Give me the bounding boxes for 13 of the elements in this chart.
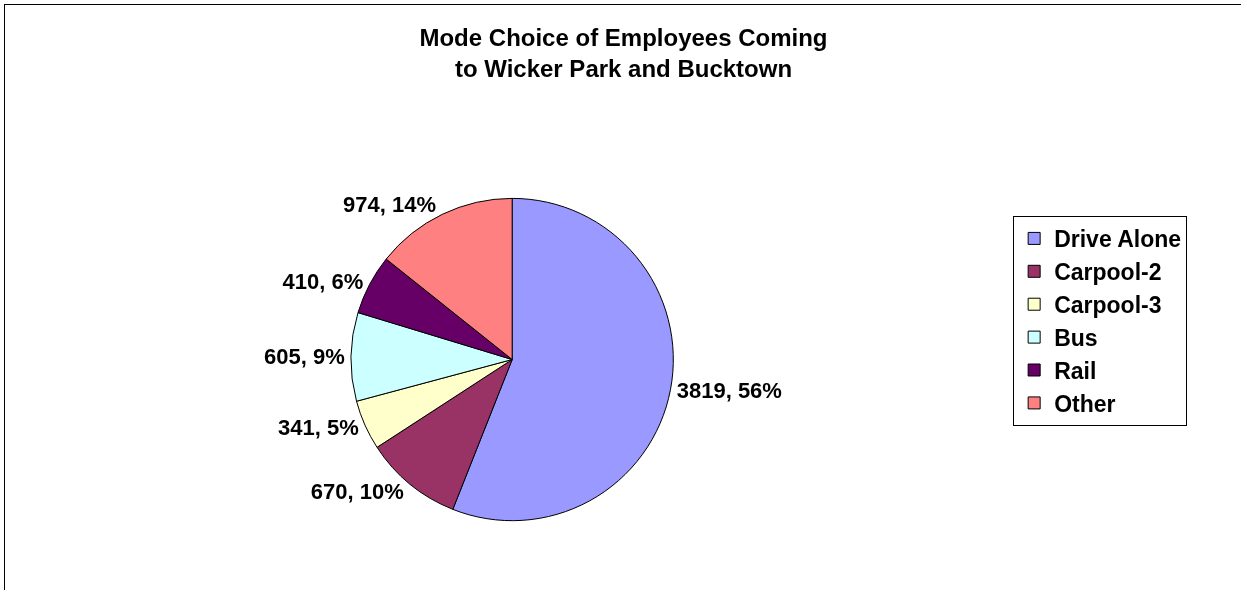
legend-label: Other [1054, 390, 1116, 417]
data-label: 341, 5% [277, 414, 359, 440]
data-label: 974, 14% [343, 191, 437, 217]
legend-label: Bus [1054, 325, 1098, 352]
data-label: 410, 6% [282, 269, 364, 295]
data-label: 605, 9% [264, 344, 345, 370]
data-label: 3819, 56% [676, 377, 782, 403]
legend-label: Drive Alone [1054, 226, 1182, 253]
legend-label: Carpool-3 [1054, 292, 1162, 319]
data-label: 670, 10% [310, 479, 404, 505]
chart-title: Mode Choice of Employees Coming to Wicker Park and Bucktown [419, 24, 828, 83]
legend-label: Rail [1054, 357, 1097, 384]
legend-label: Carpool-2 [1054, 259, 1162, 286]
